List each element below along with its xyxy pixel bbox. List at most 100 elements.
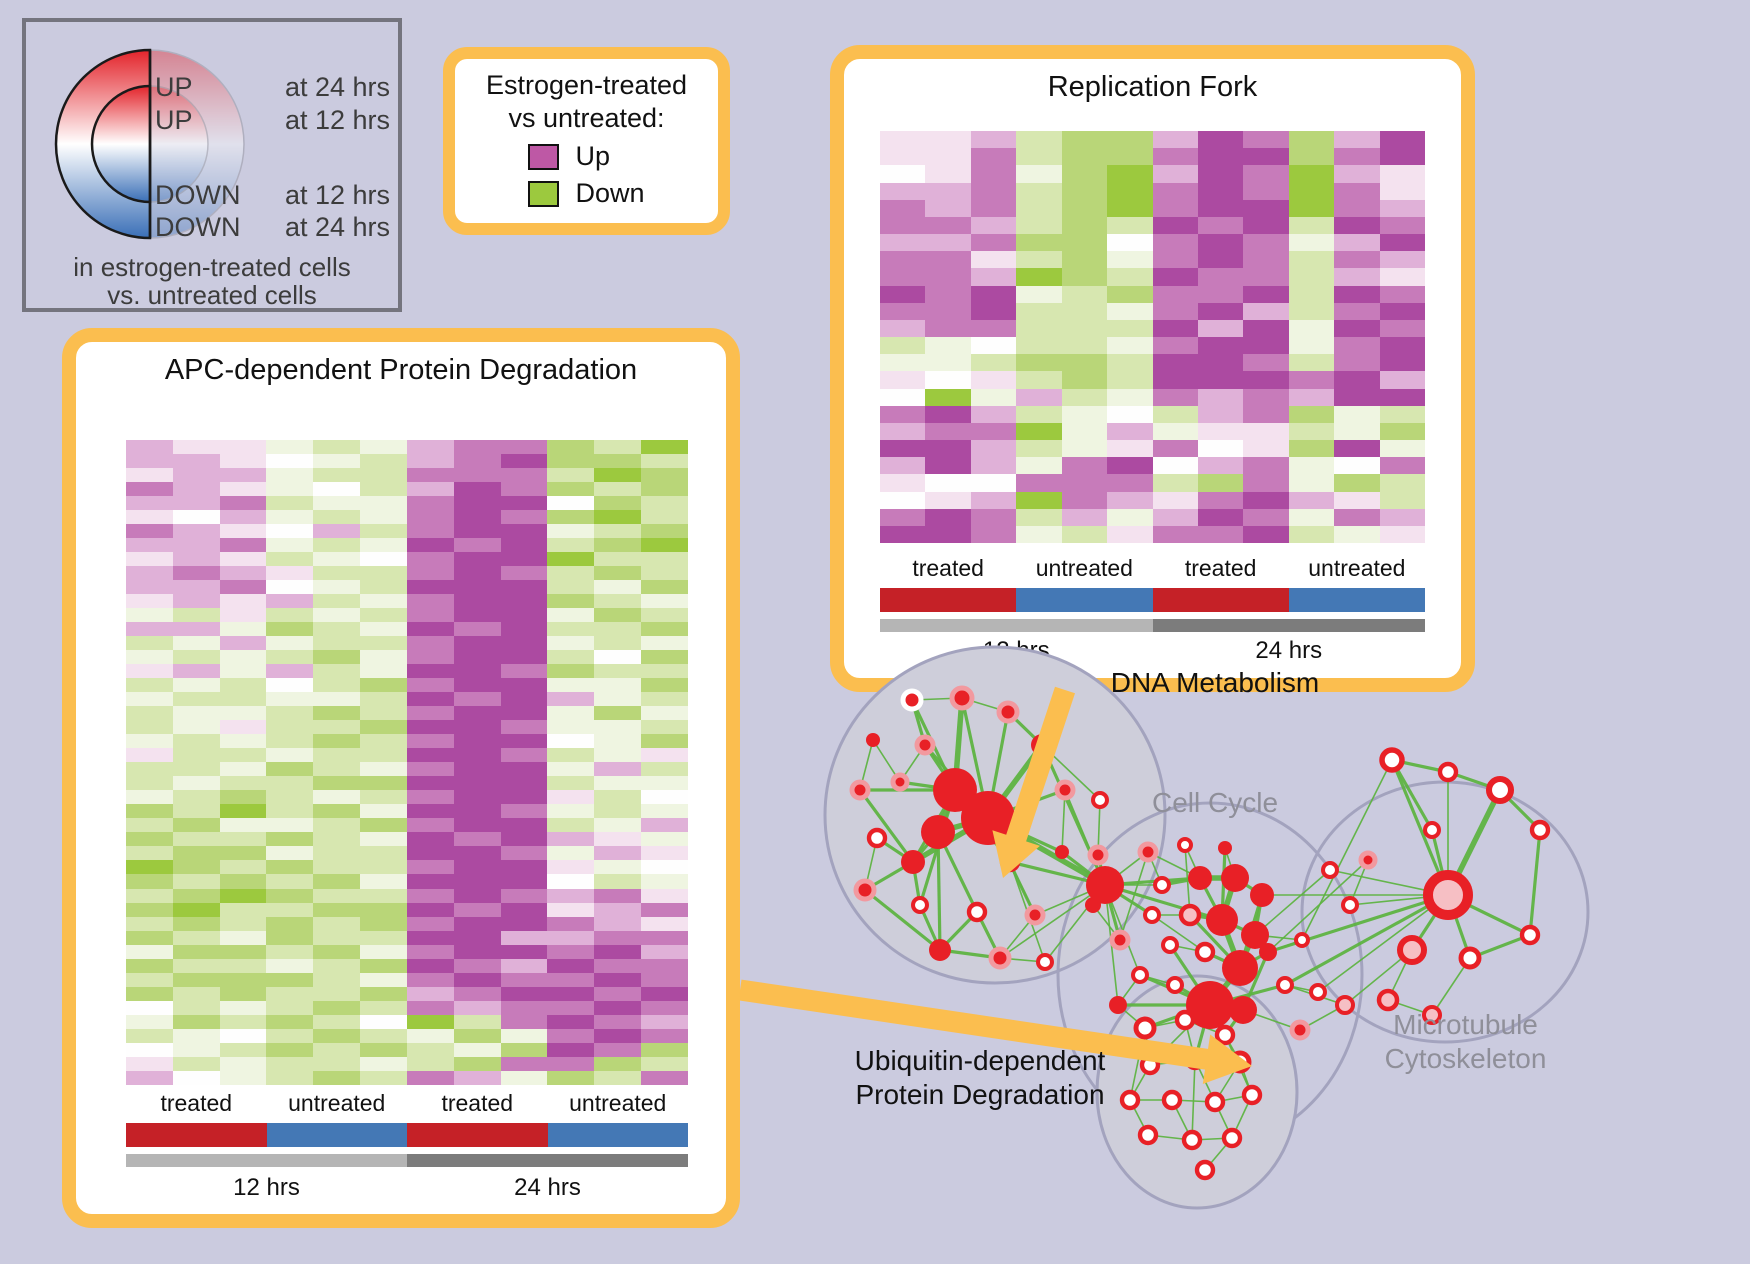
heatmap-cell <box>453 944 501 959</box>
heatmap-cell <box>925 285 971 303</box>
heatmap-cell <box>594 664 642 679</box>
heatmap-cell <box>266 958 314 973</box>
heatmap-cell <box>219 986 267 1001</box>
heatmap-cell <box>453 566 501 581</box>
heatmap-cell <box>547 594 595 609</box>
apc-group-labels: treated untreated treated untreated <box>126 1090 688 1118</box>
heatmap-cell <box>1107 285 1153 303</box>
heatmap-cell <box>1107 216 1153 235</box>
heatmap-cell <box>880 457 926 475</box>
heatmap-cell <box>547 524 595 539</box>
heatmap-cell <box>453 678 501 693</box>
heatmap-cell <box>172 916 220 931</box>
heatmap-cell <box>266 860 314 875</box>
heatmap-cell <box>1243 474 1289 492</box>
heatmap-cell <box>641 1042 688 1057</box>
heatmap-cell <box>594 832 642 847</box>
heatmap-cell <box>266 748 314 763</box>
heatmap-cell <box>313 440 361 455</box>
heatmap-cell <box>547 1070 595 1085</box>
heatmap-cell <box>453 608 501 623</box>
heatmap-cell <box>126 706 173 721</box>
heatmap-cell <box>313 482 361 497</box>
heatmap-cell <box>219 832 267 847</box>
heatmap-cell <box>1016 268 1062 286</box>
heatmap-row <box>126 706 688 721</box>
heatmap-row <box>880 440 1426 458</box>
heatmap-row <box>126 538 688 553</box>
heatmap-cell <box>126 1070 173 1085</box>
heatmap-cell <box>266 454 314 469</box>
heatmap-cell <box>500 1042 548 1057</box>
replication-fork-panel: Replication Fork treated untreated treated… <box>830 45 1475 692</box>
heatmap-cell <box>172 874 220 889</box>
heatmap-cell <box>547 468 595 483</box>
heatmap-cell <box>360 636 407 651</box>
heatmap-cell <box>1107 388 1153 406</box>
heatmap-cell <box>266 762 314 777</box>
network-node <box>1458 946 1482 970</box>
up-24-time: at 24 hrs <box>284 72 390 102</box>
heatmap-cell <box>1334 199 1380 217</box>
ubiquitin-label-line2: Protein Degradation <box>855 1079 1105 1110</box>
heatmap-cell <box>1334 216 1380 235</box>
network-node <box>1194 1159 1216 1181</box>
heatmap-cell <box>641 692 688 707</box>
heatmap-cell <box>172 1000 220 1015</box>
down-24-time: at 24 hrs <box>284 212 390 242</box>
heatmap-cell <box>313 874 361 889</box>
heatmap-cell <box>547 706 595 721</box>
heatmap-cell <box>1152 371 1198 389</box>
heatmap-cell <box>406 1070 454 1085</box>
heatmap-cell <box>641 762 688 777</box>
heatmap-cell <box>641 1070 688 1085</box>
heatmap-cell <box>1379 388 1426 406</box>
heatmap-cell <box>1197 491 1244 509</box>
heatmap-cell <box>219 790 267 805</box>
heatmap-cell <box>925 234 971 252</box>
heatmap-cell <box>547 748 595 763</box>
heatmap-cell <box>880 371 926 389</box>
heatmap-cell <box>313 608 361 623</box>
heatmap-cell <box>500 608 548 623</box>
heatmap-cell <box>1107 354 1153 372</box>
heatmap-cell <box>453 860 501 875</box>
heatmap-cell <box>126 594 173 609</box>
heatmap-row <box>126 622 688 637</box>
heatmap-cell <box>970 285 1017 303</box>
heatmap-cell <box>1243 319 1289 338</box>
heatmap-cell <box>1016 131 1062 149</box>
heatmap-cell <box>126 1056 173 1071</box>
heatmap-cell <box>219 846 267 861</box>
heatmap-cell <box>1243 405 1289 423</box>
heatmap-cell <box>500 972 548 987</box>
heatmap-cell <box>1152 474 1198 492</box>
network-node <box>849 779 871 801</box>
heatmap-cell <box>453 594 501 609</box>
network-node <box>1024 904 1046 926</box>
heatmap-cell <box>313 678 361 693</box>
heatmap-cell <box>126 902 173 917</box>
heatmap-row <box>126 580 688 595</box>
heatmap-cell <box>1379 234 1426 252</box>
heatmap-cell <box>594 566 642 581</box>
heatmap-cell <box>266 804 314 819</box>
heatmap-cell <box>1016 474 1062 492</box>
heatmap-cell <box>313 804 361 819</box>
heatmap-cell <box>406 580 454 595</box>
heatmap-row <box>880 148 1426 166</box>
network-node <box>1241 1084 1263 1106</box>
axis-label: treated <box>441 1090 514 1116</box>
network-node <box>1229 996 1257 1024</box>
network-node <box>1161 1089 1183 1111</box>
heatmap-cell <box>641 916 688 931</box>
heatmap-cell <box>172 650 220 665</box>
heatmap-cell <box>126 734 173 749</box>
heatmap-cell <box>453 888 501 903</box>
heatmap-cell <box>219 692 267 707</box>
heatmap-cell <box>594 650 642 665</box>
heatmap-cell <box>1288 268 1335 286</box>
heatmap-cell <box>1016 216 1062 235</box>
heatmap-cell <box>219 902 267 917</box>
heatmap-cell <box>453 846 501 861</box>
